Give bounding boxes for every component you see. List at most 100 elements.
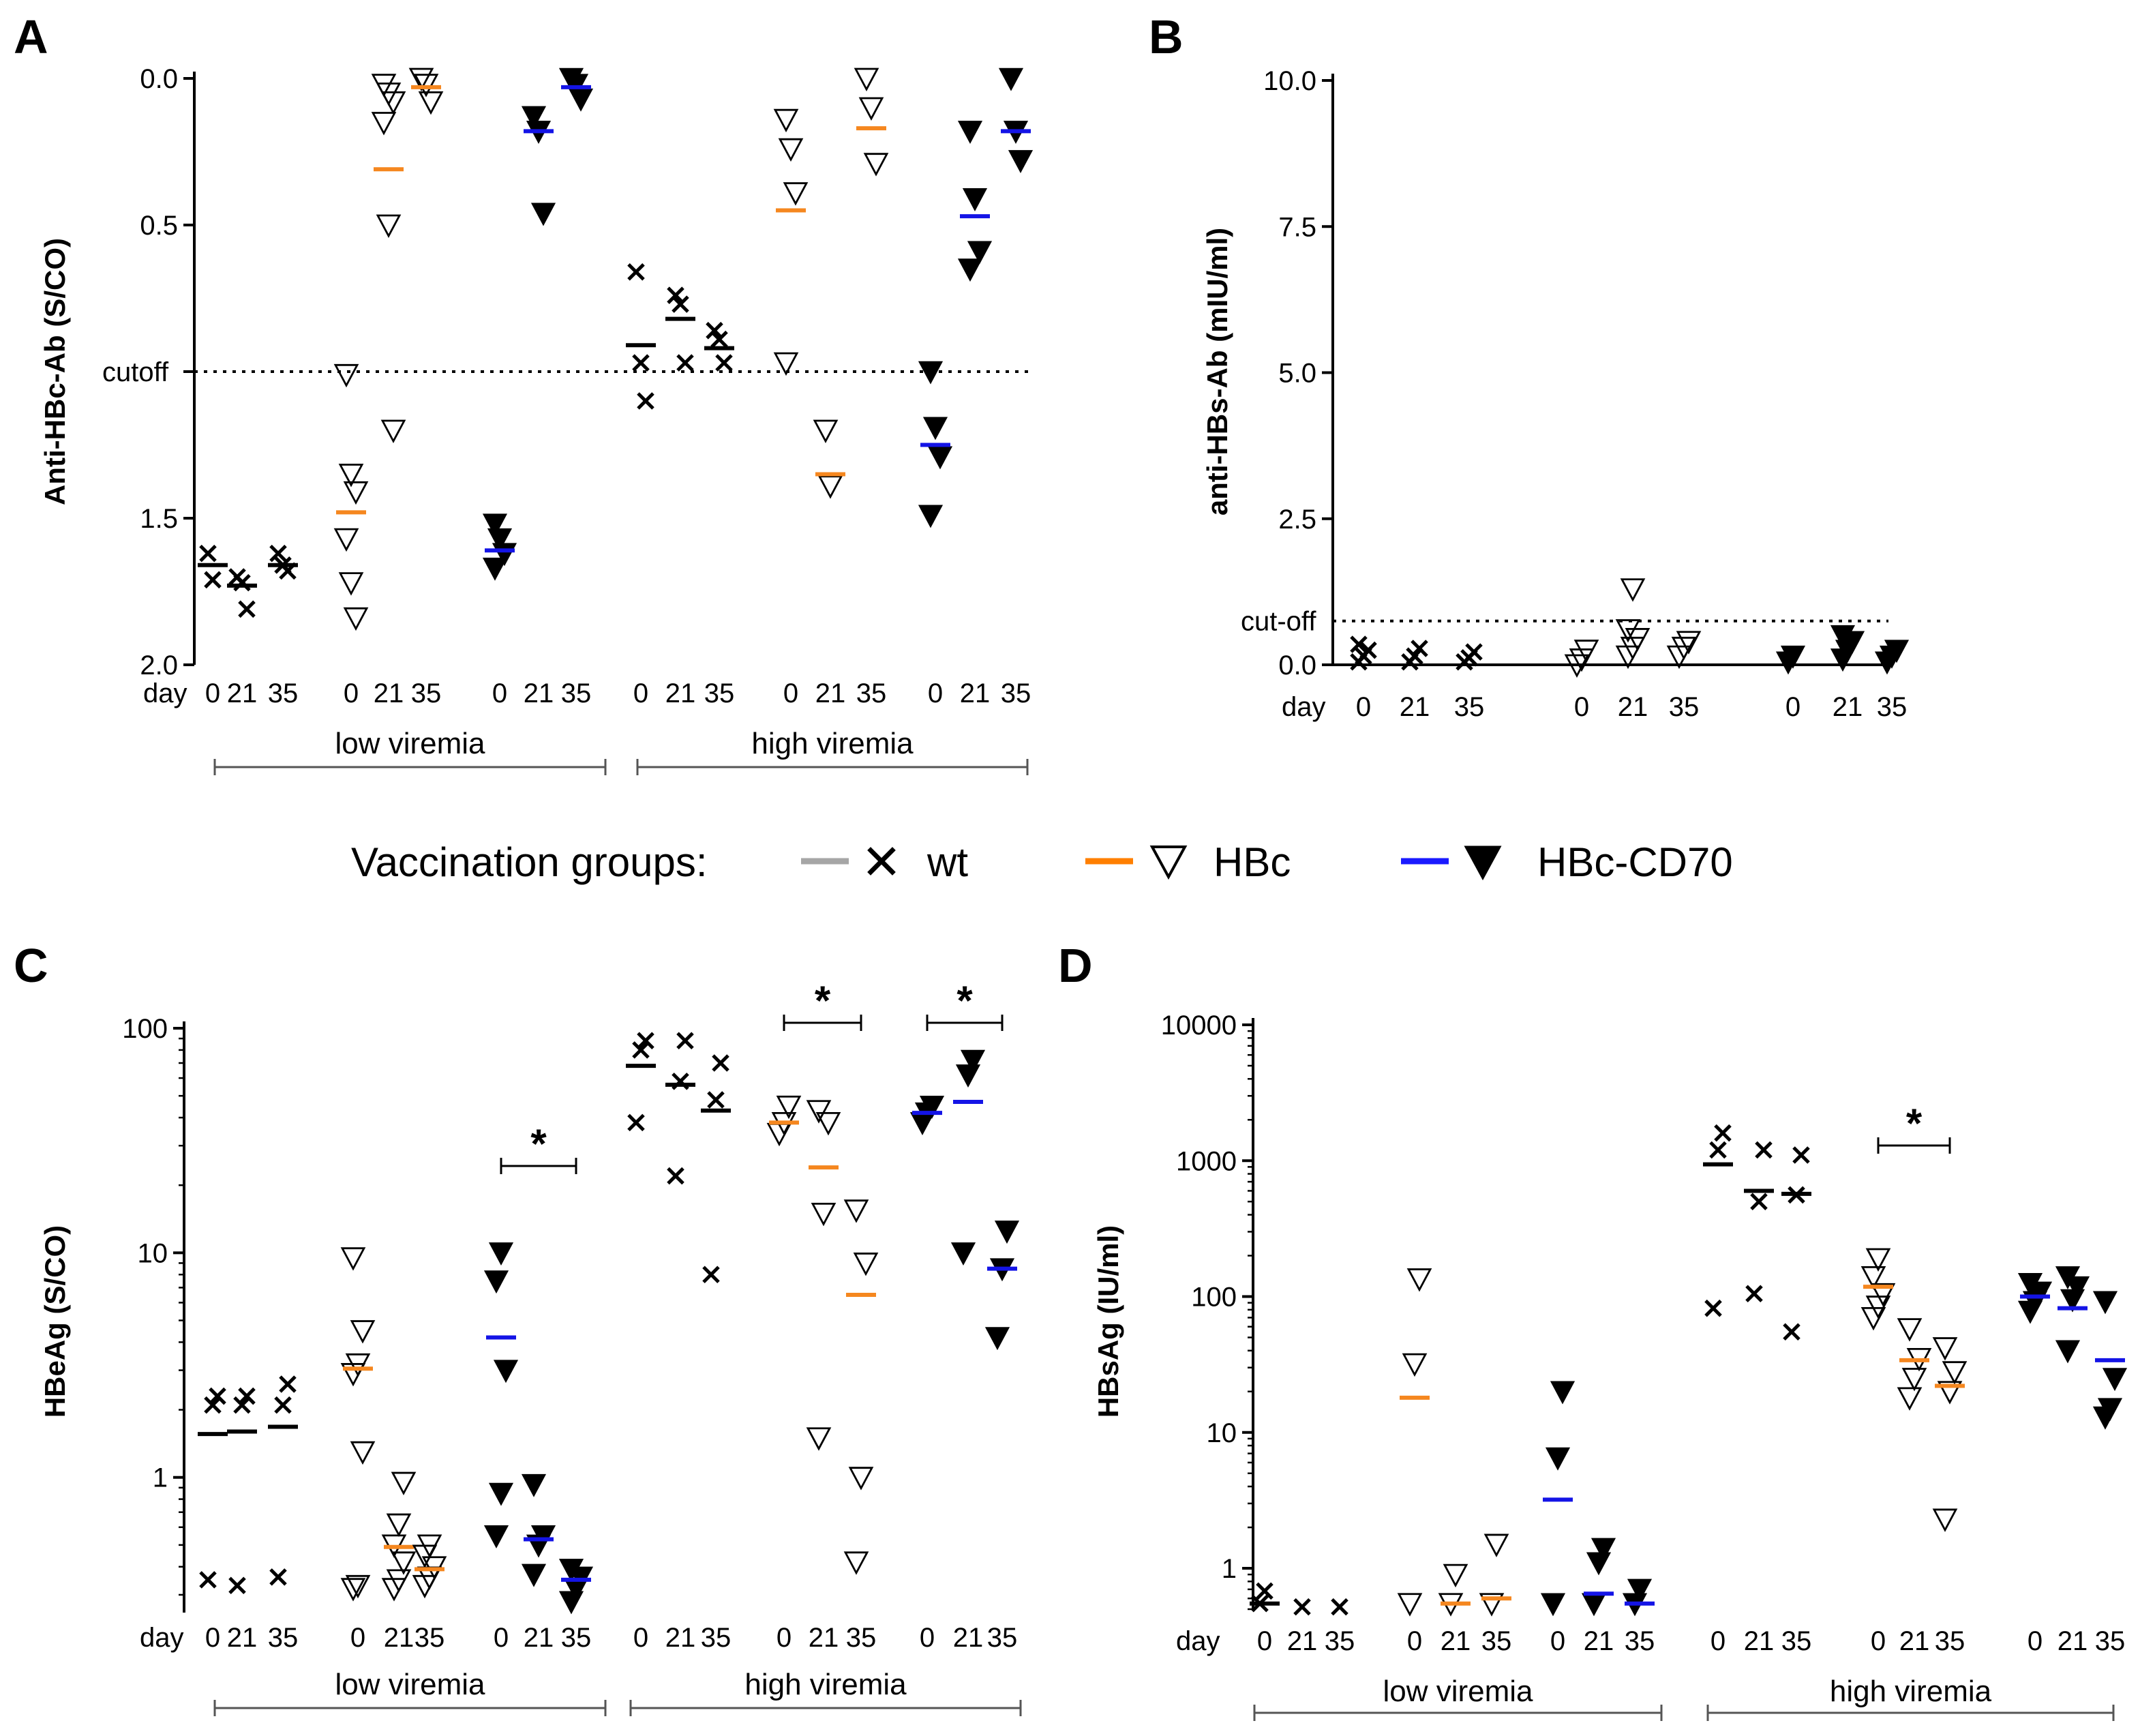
day-tick-label: 35: [411, 678, 442, 708]
y-tick-label: 0.5: [140, 211, 178, 241]
data-point-hbc: [391, 1471, 417, 1496]
data-point-hbc-cd70: [950, 1242, 976, 1266]
panel-letter-C: C: [14, 939, 48, 992]
data-point-wt: [1709, 1141, 1727, 1159]
data-point-hbc: [1937, 1381, 1963, 1405]
data-point-hbc: [817, 475, 843, 499]
chart-B: anti-HBs-Ab (mIU/ml) 0.0 2.5 5.0 7.5 10.0 cut-…: [1201, 66, 1910, 722]
data-point-wt: [233, 1396, 251, 1414]
data-point-hbc-cd70: [1627, 1578, 1653, 1602]
day-tick-label: 35: [1877, 692, 1908, 722]
day-tick-label: 21: [1744, 1626, 1775, 1656]
day-tick-label: 35: [268, 1623, 299, 1653]
data-point-hbc: [1897, 1318, 1923, 1342]
data-point-hbc-cd70: [2055, 1266, 2081, 1290]
data-point-hbc: [1402, 1353, 1428, 1377]
data-point-hbc: [848, 1467, 874, 1491]
data-point-hbc-cd70: [960, 1049, 986, 1073]
panel-letter-A: A: [14, 10, 48, 63]
y-axis-label: HBeAg (S/CO): [39, 1225, 71, 1418]
day-tick-label: 0: [633, 1623, 648, 1653]
significance-star: *: [1906, 1101, 1923, 1146]
day-tick-label: 21: [665, 678, 696, 708]
day-tick-label: 21: [1584, 1626, 1614, 1656]
data-point-wt: [1411, 640, 1428, 657]
data-point-hbc: [338, 464, 364, 488]
data-point-wt: [1755, 1141, 1773, 1159]
data-point-wt: [199, 544, 217, 563]
y-axis-label: HBsAg (IU/ml): [1092, 1225, 1124, 1418]
day-tick-label: 21: [1400, 692, 1430, 722]
data-point-wt: [637, 1032, 654, 1050]
chart-A: Anti-HBc-Ab (S/CO) 0.0 0.5 1.5 2.0 cutoff day 0…: [39, 64, 1034, 775]
day-tick-label: 21: [1833, 692, 1863, 722]
data-point-wt: [233, 573, 251, 592]
data-point-hbc: [1942, 1361, 1968, 1385]
data-point-hbc: [380, 91, 406, 115]
y-tick-label: 2.5: [1278, 505, 1316, 535]
data-point-hbc: [773, 352, 799, 376]
data-point-hbc: [1397, 1593, 1423, 1617]
data-point-wt: [667, 1167, 684, 1185]
day-tick-label: 0: [928, 678, 943, 708]
data-point-hbc-cd70: [521, 1473, 547, 1497]
day-tick-label: 0: [350, 1623, 365, 1653]
day-tick-label: 21: [524, 678, 554, 708]
y-tick-label: 100: [1191, 1283, 1237, 1313]
day-label: day: [1176, 1626, 1220, 1656]
day-tick-label: 21: [374, 678, 404, 708]
data-point-hbc: [333, 363, 359, 388]
cutoff-label: cut-off: [1241, 607, 1316, 637]
data-point-hbc: [815, 1112, 841, 1136]
data-point-hbc: [391, 1551, 417, 1575]
panel-B: B anti-HBs-Ab (mIU/ml) 0.0 2.5 5.0 7.5 10.0 cu…: [1149, 10, 1910, 722]
legend-wt-cross-icon: [869, 849, 894, 874]
day-tick-label: 0: [205, 1623, 220, 1653]
data-point-hbc: [1564, 654, 1590, 678]
day-tick-label: 0: [777, 1623, 792, 1653]
data-point-hbc-cd70: [488, 1482, 514, 1506]
day-tick-label: 0: [494, 1623, 509, 1653]
data-point-wt: [627, 263, 645, 281]
day-tick-label: 35: [1481, 1626, 1512, 1656]
data-point-hbc: [345, 1353, 371, 1377]
day-tick-label: 0: [492, 678, 507, 708]
data-point-hbc: [376, 214, 402, 238]
data-point-hbc: [813, 419, 839, 443]
data-point-hbc: [1406, 1268, 1432, 1292]
data-point-wt: [706, 322, 723, 340]
data-point-hbc: [380, 419, 406, 443]
viremia-group-label: high viremia: [744, 1668, 907, 1701]
data-point-hbc: [350, 1320, 376, 1344]
y-tick-label: 5.0: [1278, 359, 1316, 389]
data-point-hbc-cd70: [2092, 1291, 2118, 1315]
data-point-hbc-cd70: [2097, 1398, 2123, 1422]
data-point-hbc: [1897, 1387, 1923, 1411]
day-tick-label: 35: [701, 1623, 732, 1653]
data-point-hbc: [811, 1202, 837, 1227]
significance-star: *: [530, 1121, 547, 1167]
y-tick-label: 1: [153, 1463, 168, 1493]
day-tick-label: 0: [1407, 1626, 1422, 1656]
y-tick-label: 10: [138, 1238, 168, 1268]
day-tick-label: 35: [846, 1623, 877, 1653]
day-tick-label: 35: [1325, 1626, 1355, 1656]
data-point-hbc-cd70: [927, 446, 953, 470]
significance-star: *: [956, 978, 973, 1023]
data-point-wt: [1750, 1193, 1768, 1211]
data-point-hbc-cd70: [568, 88, 594, 112]
data-point-hbc: [350, 1441, 376, 1465]
legend-hbc-label: HBc: [1214, 839, 1291, 885]
data-point-wt: [1792, 1146, 1810, 1164]
data-point-hbc-cd70: [998, 68, 1024, 91]
y-tick-label: 10: [1207, 1418, 1237, 1448]
day-tick-label: 35: [561, 678, 592, 708]
data-point-hbc: [333, 528, 359, 552]
data-point-hbc: [1573, 640, 1599, 663]
day-tick-label: 21: [1618, 692, 1648, 722]
data-point-wt: [710, 330, 728, 348]
data-point-hbc: [1620, 578, 1646, 602]
data-point-hbc: [338, 572, 364, 596]
